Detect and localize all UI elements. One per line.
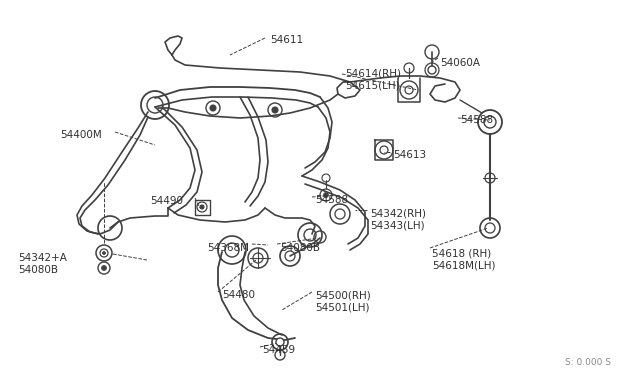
Circle shape [323,192,328,198]
Text: 54615(LH): 54615(LH) [345,80,399,90]
Text: 54618 (RH): 54618 (RH) [432,248,492,258]
Text: 54480: 54480 [222,290,255,300]
Text: 54614(RH): 54614(RH) [345,68,401,78]
Text: 54080B: 54080B [280,243,320,253]
Text: 54060A: 54060A [440,58,480,68]
Circle shape [276,338,284,346]
Text: 54501(LH): 54501(LH) [315,302,369,312]
Text: 54618M(LH): 54618M(LH) [432,260,495,270]
Text: 54459: 54459 [262,345,295,355]
Circle shape [210,105,216,111]
Circle shape [200,205,204,209]
Text: S: 0.000 S: S: 0.000 S [565,358,611,367]
Text: 54342(RH): 54342(RH) [370,208,426,218]
Circle shape [428,66,436,74]
Text: 54368M: 54368M [207,243,249,253]
Text: 54613: 54613 [393,150,426,160]
Text: 54611: 54611 [270,35,303,45]
Text: 54500(RH): 54500(RH) [315,290,371,300]
Text: 54588: 54588 [315,195,348,205]
Text: 54400M: 54400M [60,130,102,140]
Text: 54080B: 54080B [18,265,58,275]
Circle shape [102,251,106,254]
Text: 54588: 54588 [460,115,493,125]
Text: 54490: 54490 [150,196,183,206]
Circle shape [272,107,278,113]
Circle shape [102,266,106,270]
Text: 54342+A: 54342+A [18,253,67,263]
Text: 54343(LH): 54343(LH) [370,220,424,230]
